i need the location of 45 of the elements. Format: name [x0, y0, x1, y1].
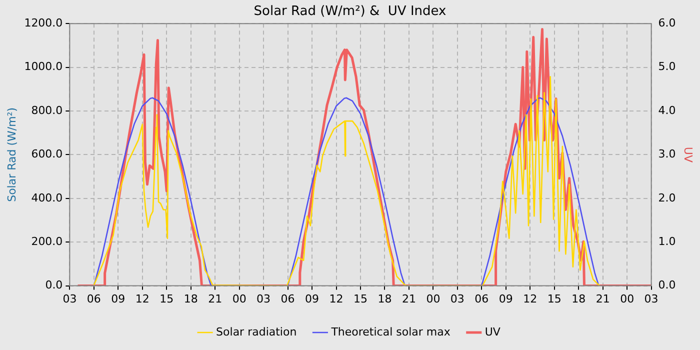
x-tick-label: 15 [354, 292, 368, 306]
x-tick-label: 12 [135, 292, 150, 306]
x-tick-label: 03 [450, 292, 464, 306]
x-tick-label: 06 [86, 292, 101, 306]
x-tick-label: 03 [256, 292, 271, 306]
x-tick-label: 12 [329, 292, 344, 306]
x-tick-label: 09 [305, 292, 320, 306]
y-tick-label: 1000.0 [24, 60, 63, 74]
y-tick-label: 200.0 [31, 234, 63, 248]
y2-tick-label: 6.0 [658, 16, 676, 30]
x-tick-label: 03 [644, 292, 658, 306]
x-tick-label: 00 [232, 292, 246, 306]
y2-tick-label: 3.0 [658, 148, 676, 161]
chart-title: Solar Rad (W/m²) & UV Index [254, 4, 447, 20]
y-tick-label: 0.0 [45, 278, 63, 292]
x-tick-label: 15 [547, 292, 562, 306]
legend-label: UV [484, 325, 501, 338]
legend-label: Solar radiation [216, 325, 297, 338]
legend-label: Theoretical solar max [330, 325, 451, 338]
y2-tick-label: 4.0 [658, 104, 676, 117]
x-tick-label: 00 [620, 292, 634, 306]
x-tick-label: 18 [184, 292, 198, 306]
y2-tick-label: 1.0 [658, 234, 676, 248]
y2-tick-label: 2.0 [658, 191, 676, 204]
x-tick-label: 21 [596, 292, 610, 306]
x-tick-label: 18 [572, 292, 586, 306]
x-tick-label: 18 [378, 292, 392, 306]
y-tick-label: 400.0 [31, 191, 63, 204]
x-tick-label: 21 [402, 292, 416, 306]
y-tick-label: 600.0 [31, 148, 63, 161]
y-axis-title: Solar Rad (W/m²) [5, 107, 18, 202]
x-tick-label: 00 [426, 292, 440, 306]
x-tick-label: 15 [160, 292, 174, 306]
x-tick-label: 03 [62, 292, 77, 306]
x-tick-label: 09 [498, 292, 513, 306]
x-tick-label: 21 [208, 292, 222, 306]
x-tick-label: 06 [474, 292, 489, 306]
y2-tick-label: 5.0 [658, 60, 676, 74]
x-tick-label: 06 [280, 292, 295, 306]
x-tick-label: 12 [523, 292, 538, 306]
y-tick-label: 1200.0 [24, 16, 63, 30]
y-tick-label: 800.0 [31, 104, 63, 117]
x-tick-label: 09 [111, 292, 126, 306]
y2-axis-title: UV [682, 146, 695, 163]
y2-tick-label: 0.0 [658, 278, 676, 292]
